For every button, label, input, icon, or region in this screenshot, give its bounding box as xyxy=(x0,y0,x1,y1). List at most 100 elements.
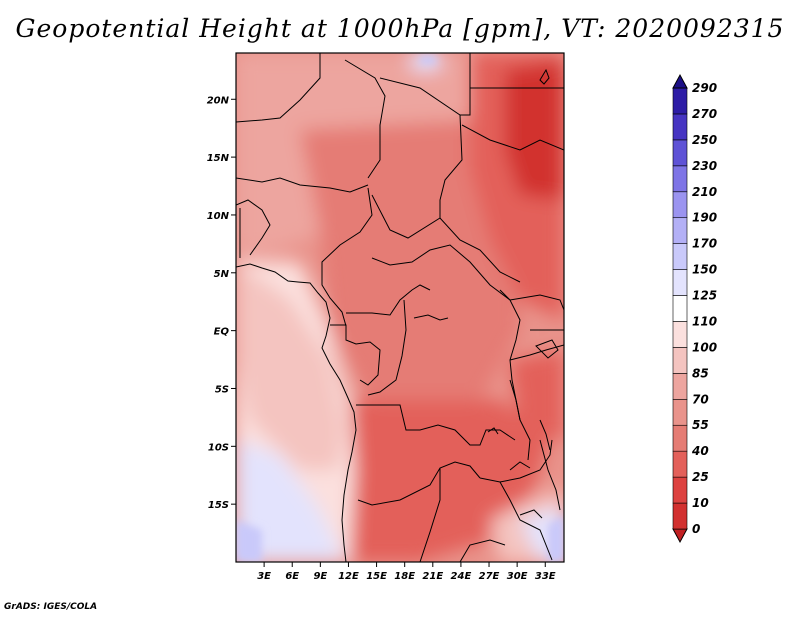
field-central-55 xyxy=(300,120,520,420)
colorbar: 0 10 25 40 55 70 85 100 110 125 150 170 190 210 230 250… xyxy=(672,73,717,544)
colorbar-arrow-low xyxy=(672,528,688,544)
colorbar-swatch xyxy=(672,347,688,374)
x-tick-label: 6E xyxy=(285,571,299,582)
border-malawi xyxy=(539,439,561,511)
x-tick-label: 24E xyxy=(451,571,472,582)
lake-malawi xyxy=(539,419,551,451)
height-field xyxy=(236,53,564,562)
colorbar-label: 250 xyxy=(692,133,717,147)
lake-nasser xyxy=(539,68,550,85)
colorbar-swatch xyxy=(672,398,688,426)
border-gabon xyxy=(330,324,381,386)
field-lake-40 xyxy=(510,350,564,440)
y-axis-labels: 20N 15N 10N 5N EQ 5S 10S 15S xyxy=(207,95,230,511)
colorbar-label: 40 xyxy=(691,444,709,458)
y-tick-label: 10N xyxy=(207,211,230,222)
y-tick-label: EQ xyxy=(214,327,230,338)
field-north-150 xyxy=(420,56,436,64)
colorbar-label: 210 xyxy=(692,185,717,199)
x-tick-label: 27E xyxy=(479,571,500,582)
colorbar-swatch xyxy=(672,191,688,219)
border-niger-nigeria xyxy=(236,177,369,193)
colorbar-label: 55 xyxy=(692,418,709,432)
x-tick-label: 15E xyxy=(366,571,387,582)
colorbar-swatch xyxy=(672,502,688,530)
colorbar-swatch xyxy=(672,295,688,322)
border-chad-car xyxy=(371,194,521,283)
y-tick-label: 10S xyxy=(208,442,229,453)
colorbar-swatch xyxy=(672,217,688,244)
border-rwanda xyxy=(509,344,564,361)
chart-title: Geopotential Height at 1000hPa [gpm], VT… xyxy=(15,14,785,43)
colorbar-label: 10 xyxy=(692,496,709,510)
boundaries xyxy=(236,53,564,562)
border-algeria-niger xyxy=(236,53,321,123)
lake-victoria xyxy=(535,339,559,359)
field-se-150 xyxy=(548,515,564,562)
border-niger-chad xyxy=(344,59,386,179)
map-frame xyxy=(235,52,565,563)
colorbar-label: 85 xyxy=(692,366,709,380)
y-tick-label: 5N xyxy=(214,269,230,280)
colorbar-arrow-high xyxy=(672,73,688,89)
x-tick-label: 21E xyxy=(422,571,443,582)
x-tick-label: 30E xyxy=(507,571,528,582)
coastline xyxy=(236,263,357,562)
colorbar-label: 150 xyxy=(692,263,717,277)
lake-cahora xyxy=(519,509,543,519)
border-chad-sudan xyxy=(439,114,463,218)
x-tick-label: 3E xyxy=(257,571,271,582)
lake-tanganyika xyxy=(509,379,521,421)
border-zambia-zimbabwe xyxy=(479,439,553,483)
x-tick-label: 9E xyxy=(313,571,327,582)
x-tick-label: 18E xyxy=(394,571,415,582)
border-angola-namibia xyxy=(357,461,481,506)
field-northeast-25 xyxy=(505,60,564,200)
y-tick-label: 15S xyxy=(208,500,229,511)
colorbar-swatch xyxy=(672,113,688,141)
field-sw-150 xyxy=(236,520,262,562)
border-south-africa xyxy=(459,539,506,562)
field-coast-100 xyxy=(236,262,345,470)
colorbar-label: 170 xyxy=(692,237,717,251)
colorbar-swatch xyxy=(672,165,688,193)
colorbar-swatch xyxy=(672,321,688,348)
colorbar-label: 125 xyxy=(692,289,717,303)
colorbar-label: 190 xyxy=(692,211,717,225)
colorbar-swatch xyxy=(672,450,688,478)
colorbar-swatch xyxy=(672,87,688,115)
y-tick-label: 15N xyxy=(207,153,230,164)
x-axis-labels: 3E 6E 9E 12E 15E 18E 21E 24E 27E 30E 33E xyxy=(257,571,556,582)
colorbar-label: 290 xyxy=(692,81,717,95)
x-tick-label: 33E xyxy=(535,571,556,582)
border-namibia-botswana xyxy=(419,468,441,562)
border-drc-east xyxy=(499,289,531,461)
border-cameroon-congo xyxy=(346,284,431,316)
y-tick-label: 20N xyxy=(207,95,230,106)
axis-ticks xyxy=(231,98,546,567)
colorbar-swatch xyxy=(672,476,688,504)
grads-credit: GrADS: IGES/COLA xyxy=(4,602,98,612)
colorbar-label: 100 xyxy=(692,340,717,354)
border-benin xyxy=(236,199,271,256)
field-sw-125 xyxy=(236,440,345,562)
colorbar-label: 270 xyxy=(692,107,717,121)
lake-kariba xyxy=(509,461,531,471)
border-sudan-eritrea xyxy=(461,124,564,151)
colorbar-swatch xyxy=(672,243,688,270)
lake-mweru xyxy=(487,427,499,435)
colorbar-swatch xyxy=(672,139,688,167)
border-nigeria-cameroon xyxy=(321,187,373,327)
colorbar-label: 230 xyxy=(692,159,717,173)
border-south-sudan-uganda xyxy=(509,294,564,311)
colorbar-swatch xyxy=(672,373,688,400)
colorbar-swatch xyxy=(672,424,688,452)
border-congo-drc xyxy=(367,299,407,396)
colorbar-swatch xyxy=(672,269,688,296)
colorbar-label: 25 xyxy=(692,470,709,484)
colorbar-label: 0 xyxy=(692,522,700,536)
lake-drc-1 xyxy=(413,314,449,321)
x-tick-label: 12E xyxy=(338,571,359,582)
colorbar-label: 110 xyxy=(692,314,717,328)
